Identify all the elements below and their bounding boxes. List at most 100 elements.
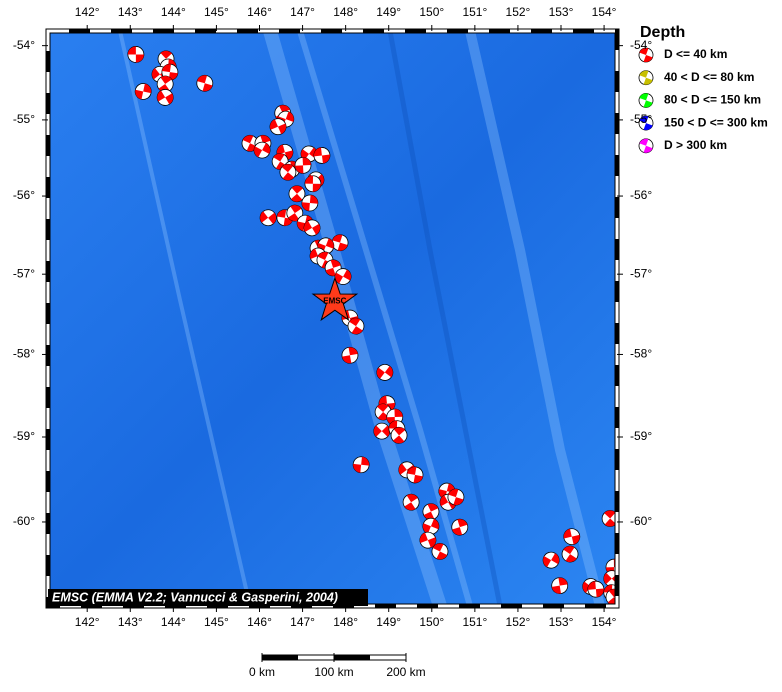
ball-quadrant bbox=[565, 554, 577, 563]
ball-quadrant bbox=[343, 269, 352, 281]
lon-tick-label: 150° bbox=[419, 615, 444, 629]
ball-quadrant bbox=[448, 489, 459, 498]
ball-quadrant bbox=[404, 502, 416, 511]
scale-label: 100 km bbox=[314, 665, 353, 679]
ball-quadrant bbox=[165, 93, 174, 105]
focal-mechanism bbox=[431, 543, 449, 560]
ocean bbox=[48, 31, 617, 606]
lon-tick-label: 150° bbox=[419, 5, 444, 19]
ball-quadrant bbox=[276, 144, 285, 155]
focal-mechanism bbox=[294, 156, 312, 174]
lon-tick-label: 142° bbox=[75, 5, 100, 19]
ball-quadrant bbox=[377, 411, 390, 420]
ball-quadrant bbox=[384, 366, 393, 378]
ball-quadrant bbox=[427, 537, 436, 548]
focal-mechanism bbox=[376, 364, 394, 381]
lon-tick-label: 152° bbox=[506, 5, 531, 19]
ball-quadrant bbox=[376, 367, 385, 379]
ball-quadrant bbox=[406, 494, 418, 503]
epicenter-star bbox=[311, 276, 359, 322]
ball-quadrant bbox=[335, 272, 344, 284]
ball-quadrant bbox=[430, 518, 439, 530]
ball-quadrant bbox=[160, 76, 172, 85]
legend-label: 80 < D <= 150 km bbox=[664, 93, 761, 107]
focal-mechanism bbox=[134, 83, 152, 100]
scale-bar: 0 km 100 km 200 km bbox=[249, 653, 426, 679]
ball-quadrant bbox=[337, 242, 348, 251]
ball-quadrant bbox=[291, 193, 303, 202]
scale-label: 200 km bbox=[386, 665, 425, 679]
lat-tick-label: -58° bbox=[13, 347, 35, 361]
ball-quadrant bbox=[254, 146, 263, 158]
legend-label: D > 300 km bbox=[664, 138, 727, 152]
lon-tick-label: 151° bbox=[462, 5, 487, 19]
ball-quadrant bbox=[563, 546, 575, 555]
lon-tick-label: 148° bbox=[333, 5, 358, 19]
focal-mechanism bbox=[542, 551, 560, 569]
lat-tick-label: -55° bbox=[13, 112, 35, 126]
ball-quadrant bbox=[373, 425, 382, 437]
lon-tick-label: 154° bbox=[592, 5, 617, 19]
ball-quadrant bbox=[302, 157, 311, 166]
focal-mechanism bbox=[561, 545, 579, 563]
ball-quadrant bbox=[285, 111, 294, 122]
focal-mechanism bbox=[447, 488, 465, 506]
ball-quadrant bbox=[563, 528, 572, 539]
ball-quadrant bbox=[643, 77, 653, 85]
focal-mechanism bbox=[638, 138, 654, 154]
ball-quadrant bbox=[551, 585, 561, 594]
ball-quadrant bbox=[325, 267, 336, 276]
lon-tick-label: 143° bbox=[118, 615, 143, 629]
focal-mechanism bbox=[156, 89, 174, 106]
lat-tick-label: -55° bbox=[630, 112, 652, 126]
lat-tick-label: -58° bbox=[630, 347, 652, 361]
ball-quadrant bbox=[330, 259, 341, 268]
focal-mechanism bbox=[324, 259, 342, 277]
ball-quadrant bbox=[281, 164, 294, 173]
ball-quadrant bbox=[301, 202, 310, 211]
focal-mechanism bbox=[422, 503, 440, 521]
ball-quadrant bbox=[393, 435, 405, 444]
ball-quadrant bbox=[288, 213, 300, 222]
ball-quadrant bbox=[643, 100, 653, 108]
lon-tick-label: 152° bbox=[506, 615, 531, 629]
credit: EMSC (EMMA V2.2; Vannucci & Gasperini, 2… bbox=[52, 590, 338, 604]
lat-tick-label: -57° bbox=[13, 266, 35, 280]
focal-mechanism bbox=[373, 422, 391, 440]
focal-mechanism bbox=[279, 163, 297, 181]
ball-quadrant bbox=[423, 511, 435, 520]
scale-label: 0 km bbox=[249, 665, 275, 679]
ball-quadrant bbox=[440, 495, 449, 507]
ball-quadrant bbox=[304, 220, 313, 232]
ball-quadrant bbox=[161, 64, 172, 73]
events-layer: EMSC bbox=[127, 46, 617, 606]
epicenter-label: EMSC bbox=[323, 296, 346, 305]
ball-quadrant bbox=[361, 456, 370, 466]
ball-quadrant bbox=[639, 138, 649, 146]
ball-quadrant bbox=[157, 90, 166, 102]
focal-mechanism bbox=[419, 531, 437, 549]
focal-mechanism bbox=[304, 175, 322, 193]
focal-mechanism bbox=[638, 93, 654, 108]
focal-mechanism bbox=[352, 456, 370, 474]
lat-tick-label: -57° bbox=[630, 266, 652, 280]
ball-quadrant bbox=[457, 519, 468, 528]
ball-quadrant bbox=[582, 581, 591, 593]
lon-tick-label: 146° bbox=[247, 615, 272, 629]
focal-mechanism bbox=[347, 317, 365, 335]
legend: Depth D <= 40 km 40 < D <= 80 km 80 < D <=… bbox=[638, 24, 768, 154]
ball-quadrant bbox=[643, 55, 653, 62]
lon-tick-label: 142° bbox=[75, 615, 100, 629]
ball-quadrant bbox=[595, 588, 604, 598]
ball-quadrant bbox=[422, 523, 431, 534]
focal-mechanism bbox=[551, 577, 569, 595]
ball-quadrant bbox=[398, 463, 407, 475]
ball-quadrant bbox=[603, 572, 612, 585]
ball-quadrant bbox=[571, 534, 580, 545]
ball-quadrant bbox=[639, 93, 649, 101]
ball-quadrant bbox=[604, 518, 617, 527]
focal-mechanism bbox=[313, 147, 331, 164]
ball-quadrant bbox=[242, 135, 254, 144]
ball-quadrant bbox=[309, 195, 318, 204]
ball-quadrant bbox=[127, 46, 136, 55]
